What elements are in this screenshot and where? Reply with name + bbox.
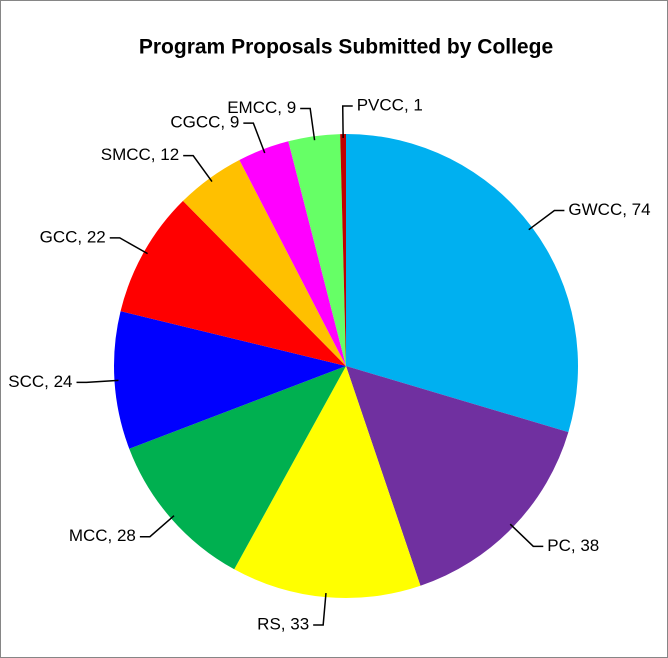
data-label: RS, 33	[257, 614, 309, 633]
chart-title: Program Proposals Submitted by College	[139, 36, 553, 59]
leader-line	[183, 154, 213, 182]
data-label: MCC, 28	[69, 526, 136, 545]
data-label: GCC, 22	[40, 227, 106, 246]
pie-slice	[346, 366, 569, 586]
data-label: SMCC, 12	[101, 145, 179, 164]
data-label: GWCC, 74	[568, 200, 650, 219]
leader-line	[139, 515, 175, 538]
pie-slice	[239, 141, 346, 366]
pie-slice	[288, 134, 346, 366]
pie-slice	[120, 200, 346, 366]
data-label: CGCC, 9	[170, 113, 239, 132]
leader-line	[509, 523, 544, 548]
leader-line	[341, 105, 353, 139]
pie-slice	[340, 134, 346, 366]
data-label: PC, 38	[547, 536, 599, 555]
data-label: EMCC, 9	[227, 98, 296, 117]
pie-slice	[182, 159, 346, 366]
pie-slice	[129, 366, 346, 570]
leader-line	[300, 107, 316, 141]
leader-line	[243, 122, 266, 154]
pie-slice	[346, 134, 578, 433]
pie-slice	[114, 311, 346, 449]
leader-line	[313, 593, 327, 626]
leader-line	[76, 379, 119, 384]
leader-line	[109, 237, 148, 255]
data-label: PVCC, 1	[357, 96, 423, 115]
data-label: SCC, 24	[8, 372, 72, 391]
pie-slice	[234, 366, 421, 599]
leader-line	[528, 209, 565, 231]
